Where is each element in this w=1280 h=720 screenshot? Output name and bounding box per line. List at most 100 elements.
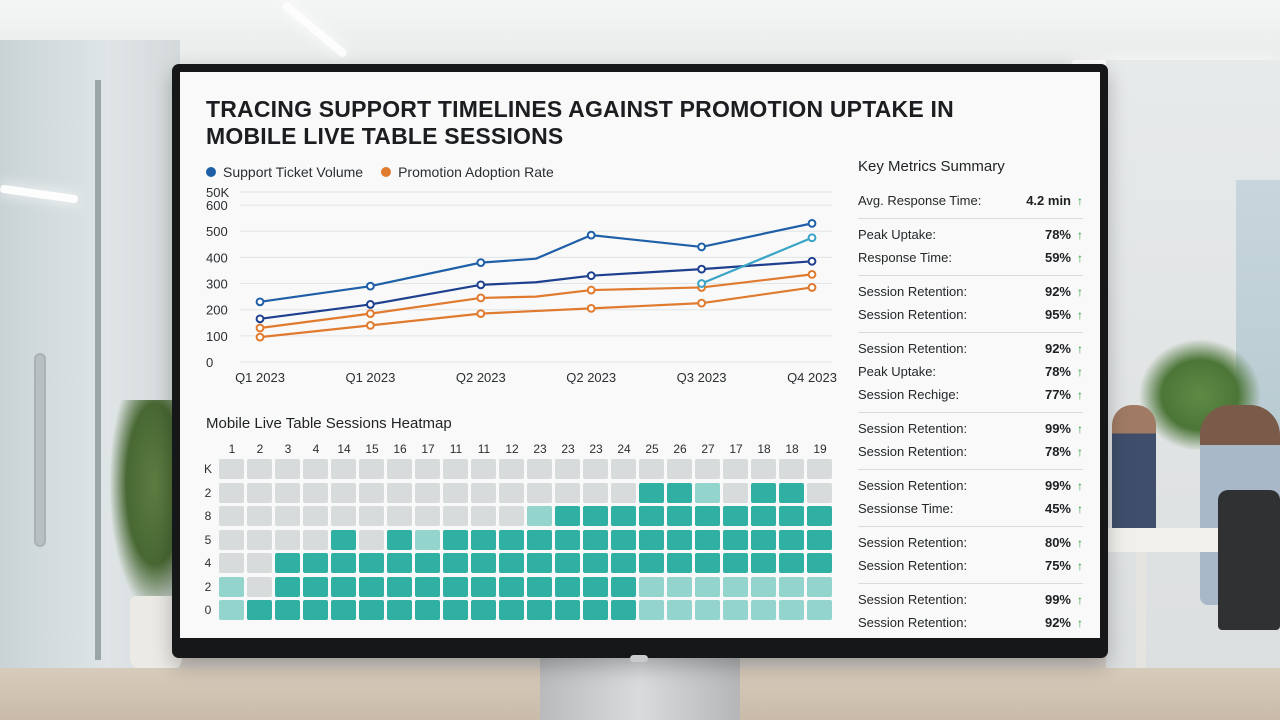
metric-value: 59% bbox=[1044, 250, 1071, 265]
heatmap-column-label: 16 bbox=[393, 442, 407, 456]
arrow-up-icon: ↑ bbox=[1077, 387, 1083, 402]
metric-label: Session Retention: bbox=[858, 592, 968, 607]
data-point bbox=[697, 279, 707, 288]
heatmap-column-label: 27 bbox=[701, 442, 715, 456]
heatmap-cell bbox=[779, 529, 804, 550]
data-point bbox=[255, 314, 265, 324]
metric-label: Peak Uptake: bbox=[858, 364, 937, 379]
heatmap-cell bbox=[303, 482, 328, 503]
heatmap-cell bbox=[751, 482, 776, 503]
x-tick-label: Q3 2023 bbox=[677, 370, 727, 384]
metric-value: 77% bbox=[1044, 387, 1071, 402]
metric-label: Session Retention: bbox=[858, 421, 968, 436]
heatmap-cell bbox=[471, 600, 496, 620]
heatmap-cell bbox=[583, 482, 608, 503]
heatmap-cell bbox=[639, 459, 664, 479]
monitor-logo bbox=[630, 655, 648, 662]
metric-label: Response Time: bbox=[858, 250, 952, 265]
heatmap-cell bbox=[247, 576, 272, 597]
metric-row: Response Time: 59% ↑ bbox=[858, 246, 1083, 269]
data-point bbox=[697, 264, 707, 274]
heatmap-cell bbox=[695, 600, 720, 620]
heatmap-column-label: 23 bbox=[561, 442, 575, 456]
heatmap-cell bbox=[499, 459, 524, 479]
heatmap-cell bbox=[723, 600, 748, 620]
heatmap-cell bbox=[499, 600, 524, 620]
metric-row: Session Retention: 92% ↑ bbox=[858, 280, 1083, 303]
heatmap-cell bbox=[331, 576, 356, 597]
heatmap-cell bbox=[751, 576, 776, 597]
monitor: TRACING SUPPORT TIMELINES AGAINST PROMOT… bbox=[172, 64, 1108, 658]
heatmap-cell bbox=[751, 506, 776, 526]
metric-value-wrap: 92% ↑ bbox=[1045, 615, 1083, 630]
heatmap-cell bbox=[639, 576, 664, 597]
data-point bbox=[255, 297, 265, 307]
arrow-up-icon: ↑ bbox=[1077, 444, 1083, 459]
heatmap-column-label: 24 bbox=[617, 442, 631, 456]
heatmap-cell bbox=[723, 459, 748, 479]
x-tick-label: Q2 2023 bbox=[566, 370, 616, 384]
heatmap-column-label: 23 bbox=[589, 442, 603, 456]
arrow-up-icon: ↑ bbox=[1077, 307, 1083, 322]
heatmap-cell bbox=[527, 459, 552, 479]
metric-group: Avg. Response Time: 4.2 min ↑ bbox=[858, 185, 1083, 219]
heatmap-cell bbox=[695, 482, 720, 503]
heatmap-cell bbox=[219, 600, 244, 620]
metric-row: Session Retention: 99% ↑ bbox=[858, 417, 1083, 440]
metric-value-wrap: 92% ↑ bbox=[1045, 284, 1083, 299]
heatmap-cell bbox=[527, 529, 552, 550]
data-point bbox=[807, 283, 817, 292]
heatmap-cell bbox=[219, 576, 244, 597]
heatmap-cell bbox=[303, 459, 328, 479]
arrow-up-icon: ↑ bbox=[1077, 478, 1083, 493]
x-tick-label: Q1 2023 bbox=[235, 370, 285, 384]
data-point bbox=[807, 233, 817, 243]
heatmap-cell bbox=[275, 553, 300, 573]
door-handle bbox=[36, 355, 44, 545]
heatmap-cell bbox=[331, 600, 356, 620]
data-point bbox=[697, 242, 707, 252]
heatmap-column-label: 2 bbox=[256, 442, 264, 456]
heatmap-cell bbox=[667, 482, 692, 503]
metric-label: Session Retention: bbox=[858, 615, 968, 630]
metric-value-wrap: 59% ↑ bbox=[1045, 250, 1083, 265]
heatmap-cell bbox=[219, 459, 244, 479]
metric-label: Session Rechige: bbox=[858, 387, 960, 402]
office-chair bbox=[1218, 490, 1280, 630]
metric-value-wrap: 99% ↑ bbox=[1045, 478, 1083, 493]
metric-value-wrap: 92% ↑ bbox=[1045, 341, 1083, 356]
dashboard-title: TRACING SUPPORT TIMELINES AGAINST PROMOT… bbox=[206, 96, 954, 149]
heatmap-cell bbox=[415, 576, 440, 597]
heatmap-cell bbox=[583, 600, 608, 620]
metric-value-wrap: 75% ↑ bbox=[1045, 558, 1083, 573]
heatmap-column-label: 17 bbox=[729, 442, 743, 456]
arrow-up-icon: ↑ bbox=[1077, 227, 1083, 242]
data-point bbox=[476, 309, 486, 319]
heatmap-cell bbox=[639, 600, 664, 620]
heatmap-cell bbox=[499, 506, 524, 526]
heatmap-cell bbox=[667, 506, 692, 526]
metric-value-wrap: 80% ↑ bbox=[1045, 535, 1083, 550]
heatmap-row-label: 2 bbox=[204, 579, 212, 594]
legend-dot-icon bbox=[381, 167, 392, 177]
key-metrics-panel: Key Metrics Summary Avg. Response Time: 4… bbox=[858, 158, 1083, 638]
heatmap-cell bbox=[695, 553, 720, 573]
heatmap-cell bbox=[219, 553, 244, 573]
heatmap-cell bbox=[611, 459, 636, 479]
heatmap-cell bbox=[387, 459, 412, 479]
heatmap-cell bbox=[219, 529, 244, 550]
heatmap-cell bbox=[527, 553, 552, 573]
heatmap-cell bbox=[499, 576, 524, 597]
y-tick-label: 50K bbox=[206, 185, 229, 200]
arrow-up-icon: ↑ bbox=[1077, 615, 1083, 630]
heatmap-cell bbox=[807, 553, 832, 573]
heatmap-cell bbox=[667, 553, 692, 573]
metric-value-wrap: 95% ↑ bbox=[1045, 307, 1083, 322]
heatmap-cell bbox=[359, 482, 384, 503]
monitor-stand bbox=[540, 656, 740, 720]
data-point bbox=[255, 323, 265, 333]
y-tick-label: 600 bbox=[206, 198, 228, 213]
y-tick-label: 0 bbox=[206, 355, 213, 370]
metric-value: 78% bbox=[1044, 227, 1071, 242]
x-tick-label: Q4 2023 bbox=[787, 370, 837, 384]
